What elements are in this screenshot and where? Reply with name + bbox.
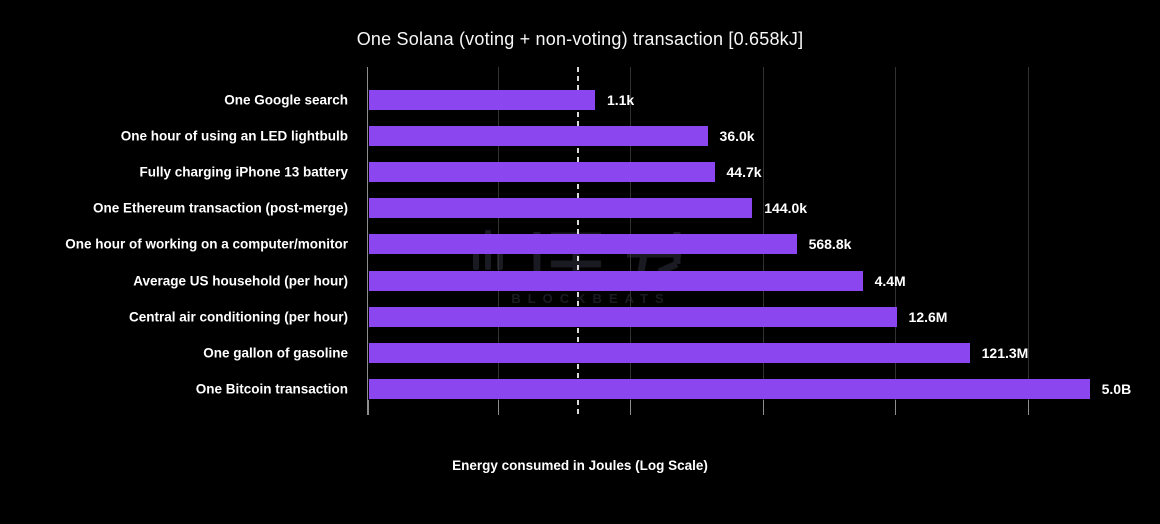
- chart-title: One Solana (voting + non-voting) transac…: [356, 29, 804, 49]
- axis-tick: [1027, 400, 1029, 415]
- value-label: 4.4M: [874, 272, 906, 289]
- bar-8: [369, 342, 970, 363]
- gridline: [630, 67, 631, 400]
- bar-1: [369, 90, 595, 110]
- bar-2: [369, 126, 708, 147]
- gridline: [762, 67, 764, 400]
- category-label: One hour of using an LED lightbulb: [120, 128, 348, 144]
- category-label: One Google search: [224, 92, 348, 108]
- axis-tick: [895, 400, 896, 415]
- value-label: 121.3M: [981, 344, 1029, 361]
- bar-5: [369, 234, 797, 255]
- value-label: 36.0k: [719, 128, 755, 145]
- value-label: 144.0k: [764, 200, 808, 217]
- plot-area: 1.1k 36.0k 44.7k 144.0k 568.8k 4.4M 12.6M 121.3…: [367, 67, 1160, 417]
- axis-tick: [497, 400, 499, 415]
- category-label: One gallon of gasoline: [203, 345, 348, 361]
- category-label: One Ethereum transaction (post-merge): [92, 200, 348, 216]
- value-label: 5.0B: [1101, 380, 1132, 397]
- gridline: [895, 67, 896, 400]
- bar-4: [369, 198, 753, 219]
- category-label: One Bitcoin transaction: [195, 381, 348, 397]
- value-label: 568.8k: [808, 236, 852, 253]
- axis-tick: [630, 400, 631, 415]
- value-label: 12.6M: [908, 308, 948, 325]
- category-label: One hour of working on a computer/monito…: [65, 236, 348, 252]
- y-axis-line: [367, 67, 368, 415]
- category-label: Fully charging iPhone 13 battery: [139, 164, 348, 180]
- value-label: 44.7k: [726, 164, 762, 181]
- value-label: 1.1k: [606, 92, 635, 108]
- bar-3: [369, 162, 715, 183]
- axis-tick: [762, 400, 764, 415]
- x-axis-label: Energy consumed in Joules (Log Scale): [452, 458, 708, 473]
- watermark-text: BLOCKBEATS: [511, 291, 671, 306]
- category-label: Average US household (per hour): [133, 273, 348, 288]
- bar-9: [369, 378, 1090, 399]
- gridline: [497, 67, 499, 400]
- axis-tick: [368, 400, 369, 415]
- gridline: [1027, 67, 1029, 400]
- category-label: Central air conditioning (per hour): [129, 309, 348, 325]
- bar-6: [369, 270, 863, 291]
- bar-7: [369, 306, 897, 327]
